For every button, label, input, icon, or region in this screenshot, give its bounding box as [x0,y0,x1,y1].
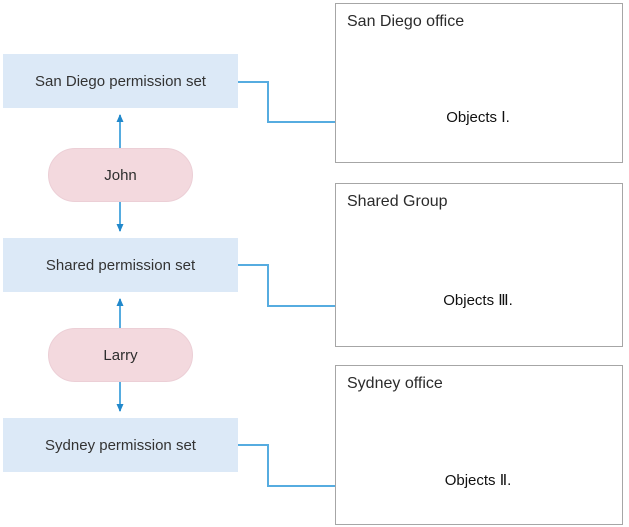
permission-set-label: Shared permission set [45,256,196,274]
user-pill-john: John [48,148,193,202]
group-box-shared-group: Shared Group [335,183,623,347]
group-box-sydney-office: Sydney office [335,365,623,525]
permission-set-box-shared: Shared permission set [3,238,238,292]
user-pill-larry: Larry [48,328,193,382]
user-name-label: Larry [103,346,138,364]
user-name-label: John [104,166,137,184]
group-box-sandiego-office: San Diego office [335,3,623,163]
permission-set-box-sandiego: San Diego permission set [3,54,238,108]
connector-shared-to-objects [238,264,397,310]
connector-sandiego-to-objects [238,81,397,126]
group-title: Shared Group [347,193,448,210]
permission-set-box-sydney: Sydney permission set [3,418,238,472]
connector-sydney-to-objects [238,444,397,490]
group-title: San Diego office [347,13,465,30]
permission-set-label: Sydney permission set [45,436,196,454]
permission-set-label: San Diego permission set [35,72,206,90]
group-title: Sydney office [347,375,443,392]
